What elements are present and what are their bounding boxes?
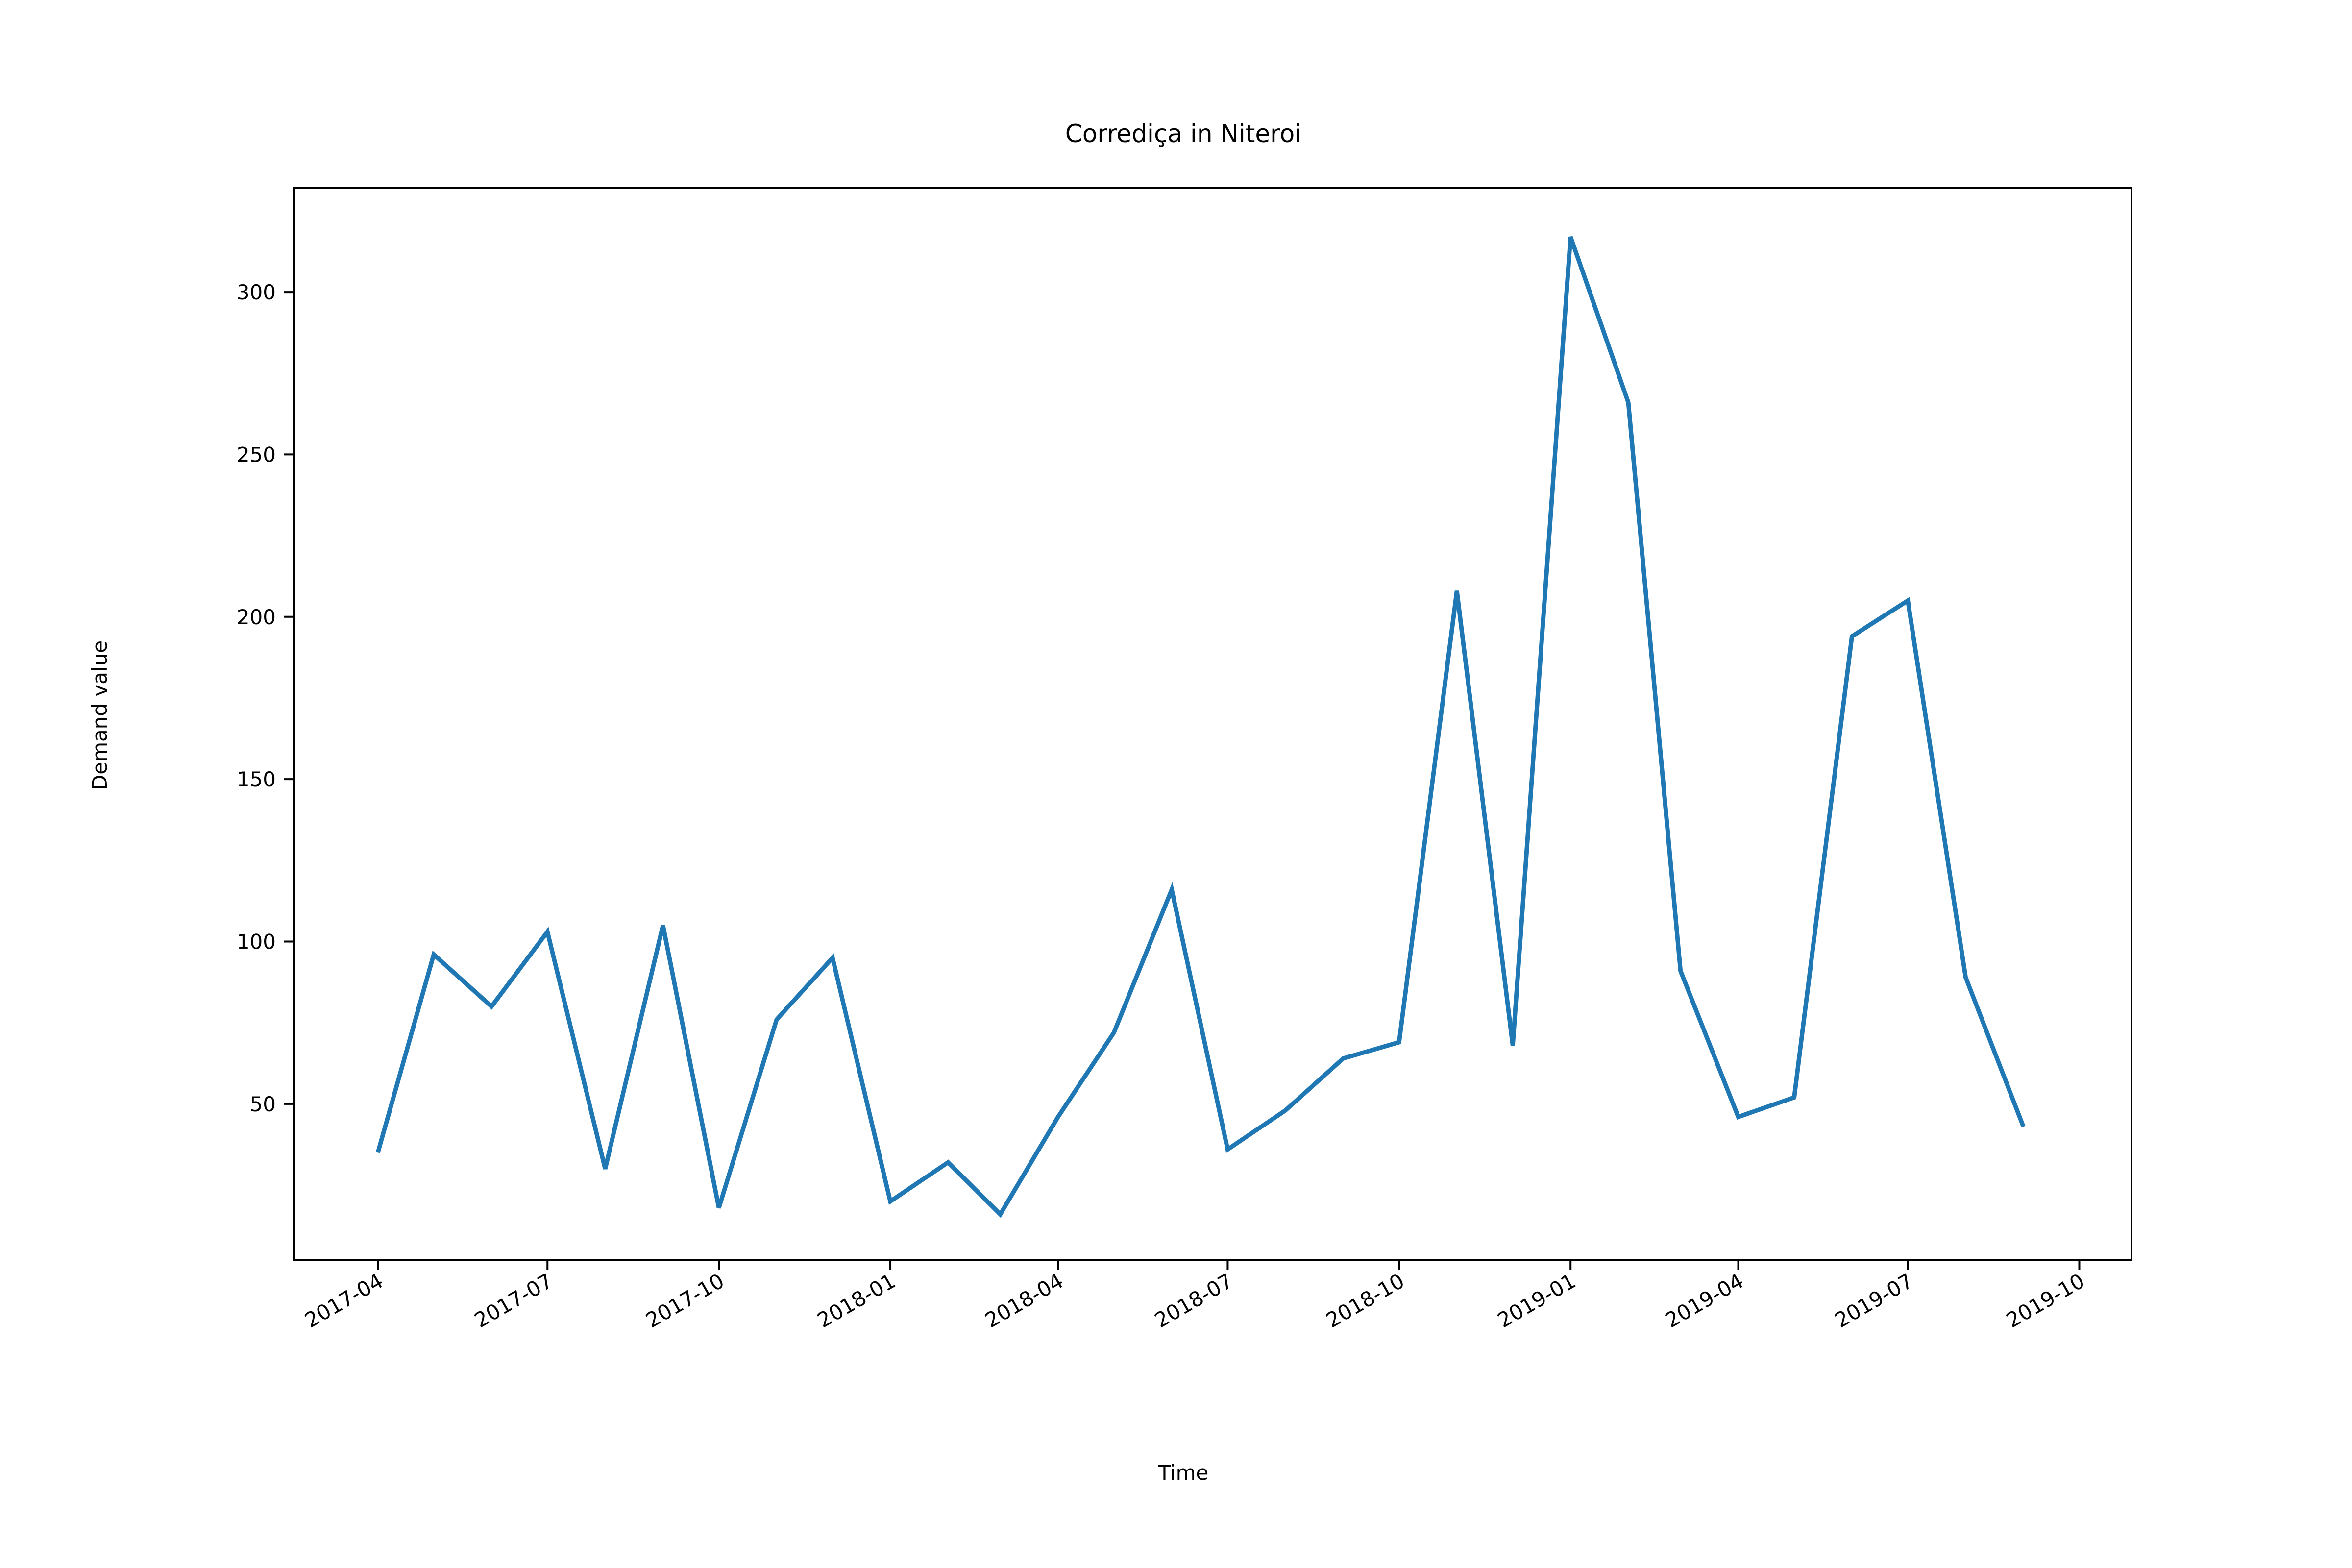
chart-title: Corrediça in Niteroi: [1065, 120, 1301, 148]
y-axis-label: Demand value: [88, 640, 112, 790]
x-axis-label: Time: [1158, 1461, 1209, 1485]
y-tick-label: 300: [237, 280, 276, 304]
y-axis: 50 100 150 200 250 300: [237, 280, 294, 1116]
series-line: [375, 236, 2026, 1218]
y-tick-label: 200: [237, 605, 276, 629]
y-tick-label: 50: [250, 1092, 276, 1116]
y-tick-label: 150: [237, 767, 276, 791]
y-tick-label: 250: [237, 442, 276, 466]
plot-area: [375, 236, 2026, 1218]
y-tick-label: 100: [237, 930, 276, 954]
plot-frame: [293, 187, 2132, 1261]
